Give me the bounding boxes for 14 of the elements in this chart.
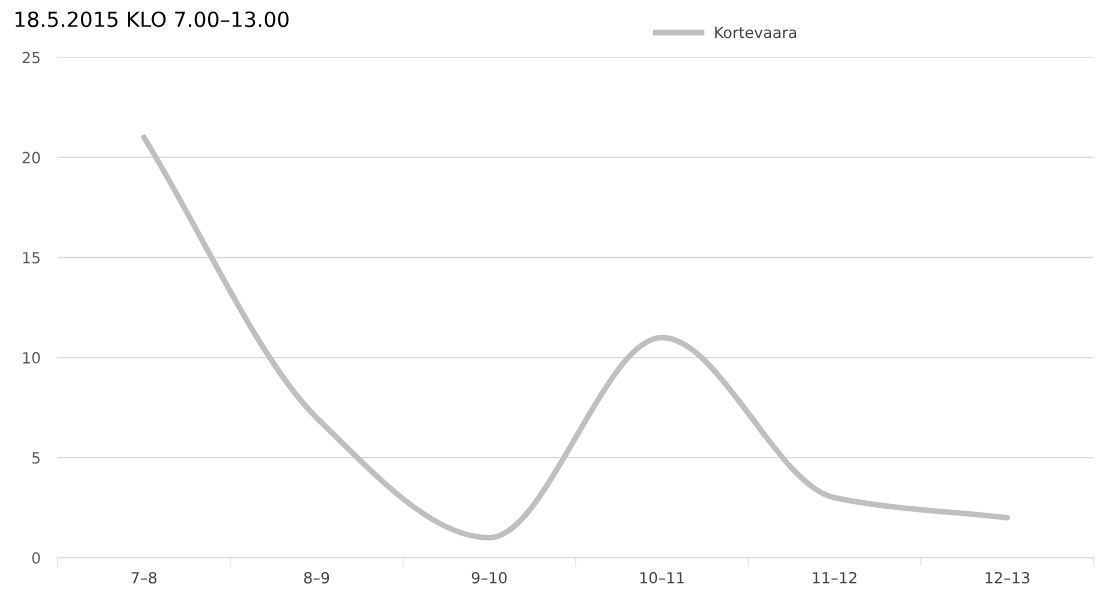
y-tick-label: 15 bbox=[23, 252, 40, 264]
chart-title: 18.5.2015 KLO 7.00–13.00 bbox=[15, 11, 289, 28]
x-tick-label: 10–11 bbox=[640, 571, 684, 584]
x-tick-label: 11–12 bbox=[813, 571, 857, 584]
y-tick-label: 10 bbox=[23, 352, 40, 364]
y-tick-label: 0 bbox=[32, 552, 40, 564]
y-tick-label: 25 bbox=[22, 51, 40, 64]
x-tick-label: 8–9 bbox=[304, 571, 330, 584]
y-tick-label: 5 bbox=[32, 452, 40, 464]
x-tick-label: 9–10 bbox=[471, 571, 507, 584]
y-tick-label: 20 bbox=[22, 151, 40, 164]
x-tick-label: 12–13 bbox=[985, 571, 1030, 584]
legend-label: Kortevaara bbox=[715, 26, 797, 39]
x-tick-label: 7–8 bbox=[131, 571, 157, 584]
